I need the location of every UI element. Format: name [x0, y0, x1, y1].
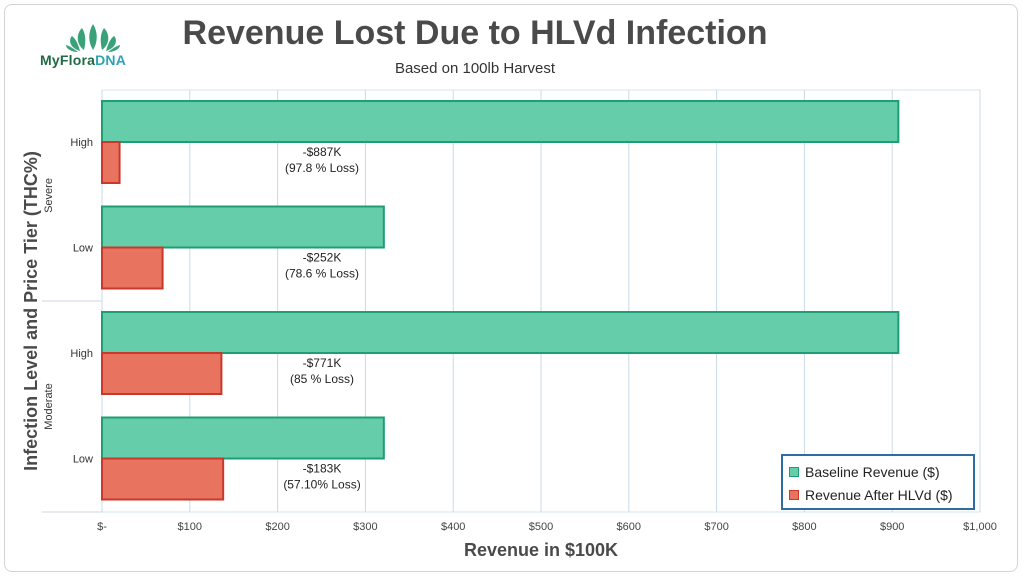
legend: Baseline Revenue ($) Revenue After HLVd …: [781, 454, 975, 510]
legend-swatch-baseline: [789, 466, 799, 477]
y-tick-label: High: [70, 137, 93, 149]
legend-swatch-after: [789, 489, 799, 500]
loss-amount-label: -$771K: [303, 356, 342, 370]
x-tick-label: $700: [704, 521, 728, 533]
loss-percent-label: (78.6 % Loss): [285, 267, 359, 281]
leaf-logo-icon: [66, 24, 120, 52]
x-tick-label: $400: [441, 521, 465, 533]
legend-item-after: Revenue After HLVd ($): [789, 483, 967, 506]
x-tick-label: $500: [529, 521, 553, 533]
x-tick-label: $-: [97, 521, 107, 533]
legend-label-baseline: Baseline Revenue ($): [805, 463, 940, 480]
chart-frame: [4, 4, 1018, 572]
y-axis-title: Infection Level and Price Tier (THC%): [21, 151, 41, 471]
legend-item-baseline: Baseline Revenue ($): [789, 460, 967, 483]
loss-percent-label: (97.8 % Loss): [285, 161, 359, 175]
y-tick-label: High: [70, 348, 93, 360]
loss-amount-label: -$183K: [303, 462, 342, 476]
y-tick-label: Low: [73, 454, 93, 466]
bar-baseline: [101, 311, 900, 354]
brand-name-part2: DNA: [95, 52, 127, 68]
bar-after: [101, 246, 164, 290]
group-label: Severe: [43, 178, 55, 213]
logo: [38, 18, 148, 74]
x-tick-label: $800: [792, 521, 816, 533]
legend-label-after: Revenue After HLVd ($): [805, 486, 953, 503]
brand-name: MyFloraDNA: [40, 52, 126, 68]
bar-baseline: [101, 416, 385, 460]
bar-after: [101, 457, 225, 501]
x-tick-label: $900: [880, 521, 904, 533]
bar-baseline: [101, 205, 385, 249]
x-axis-title: Revenue in $100K: [464, 540, 618, 560]
bar-after: [101, 141, 121, 184]
x-tick-label: $600: [617, 521, 641, 533]
x-tick-label: $1,000: [963, 521, 997, 533]
loss-amount-label: -$887K: [303, 145, 342, 159]
loss-percent-label: (57.10% Loss): [283, 478, 360, 492]
x-tick-label: $100: [178, 521, 202, 533]
bar-baseline: [101, 100, 900, 143]
group-label: Moderate: [43, 383, 55, 429]
loss-percent-label: (85 % Loss): [290, 372, 354, 386]
y-tick-label: Low: [73, 243, 93, 255]
chart-subtitle: Based on 100lb Harvest: [394, 60, 556, 77]
bar-after: [101, 352, 223, 395]
x-tick-label: $200: [265, 521, 289, 533]
x-tick-label: $300: [353, 521, 377, 533]
chart-title: Revenue Lost Due to HLVd Infection: [182, 14, 768, 52]
brand-name-part1: MyFlora: [40, 52, 96, 68]
loss-amount-label: -$252K: [303, 251, 342, 265]
